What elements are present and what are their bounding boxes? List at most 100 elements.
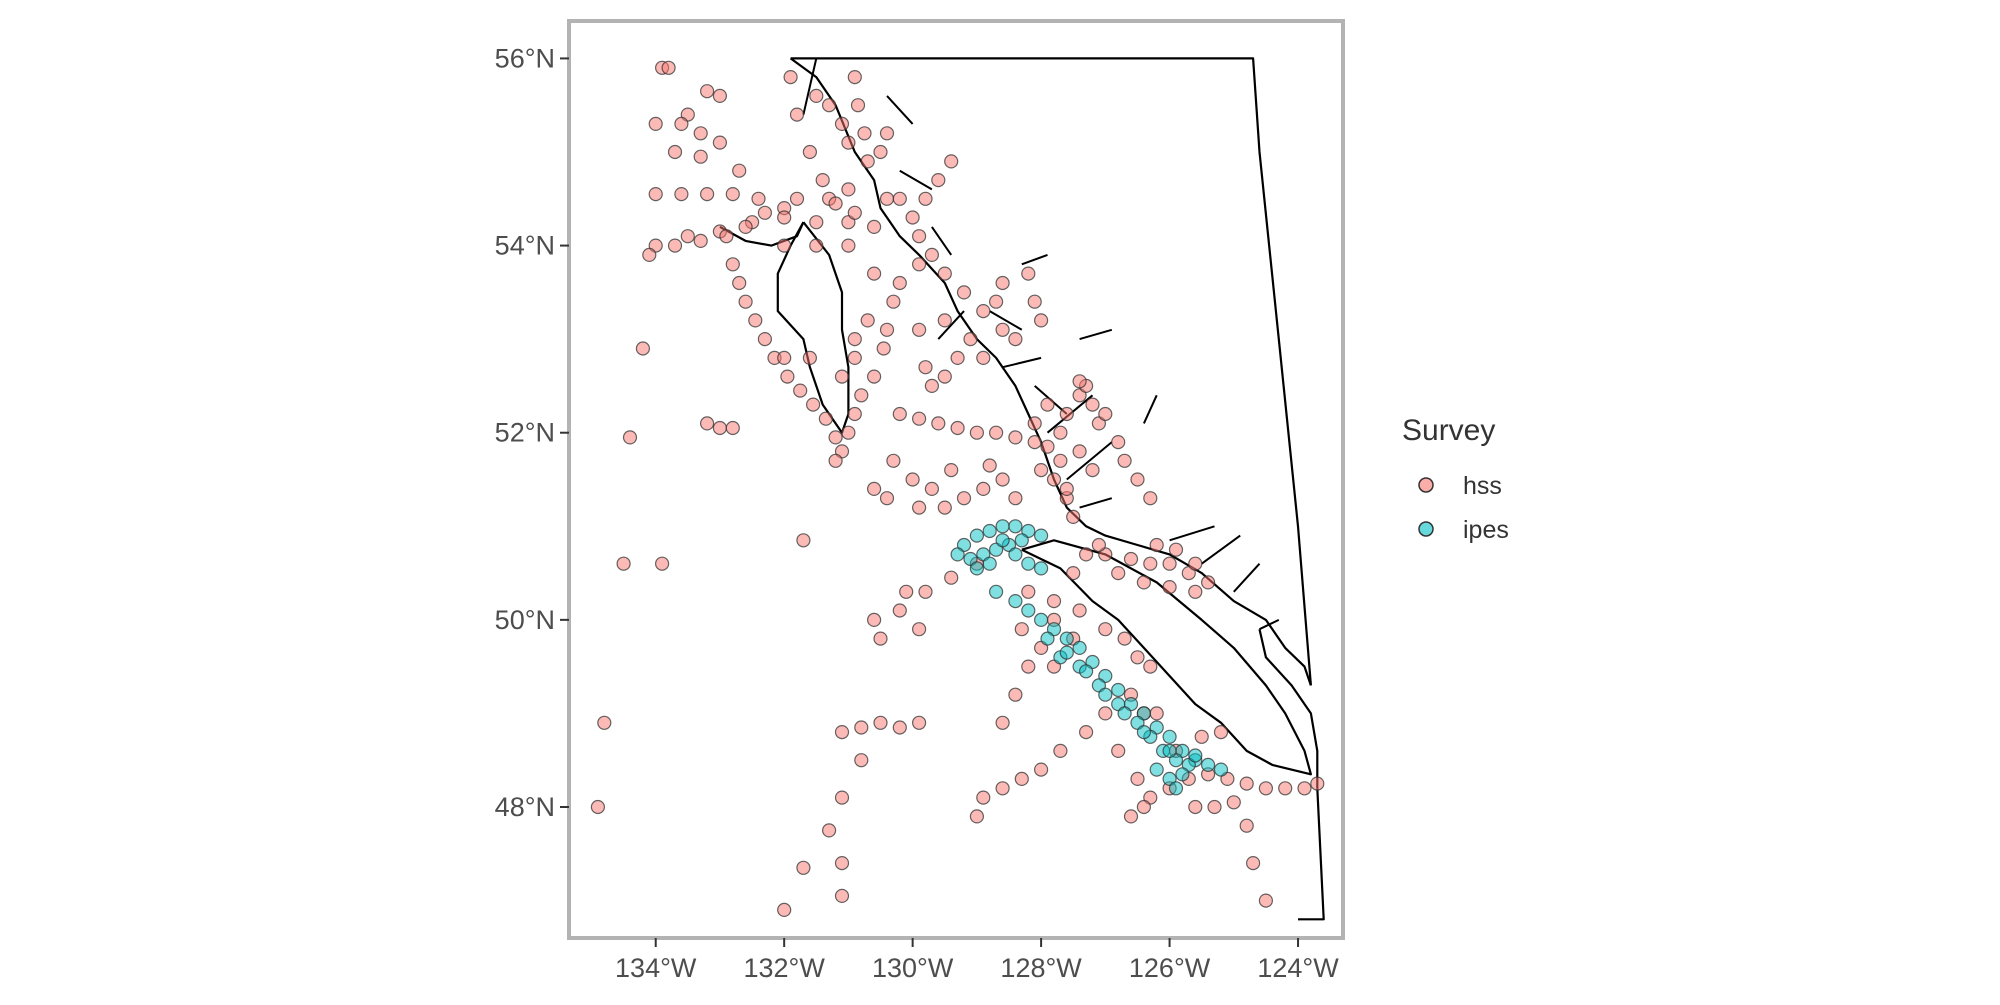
point-hss (1297, 781, 1312, 796)
point-hss (1040, 439, 1055, 454)
point-hss (879, 191, 895, 206)
point-hss (834, 855, 850, 871)
y-tick-label: 56°N (495, 43, 555, 73)
point-hss (1053, 453, 1068, 468)
point-hss (1021, 584, 1036, 599)
point-hss (1143, 659, 1158, 674)
legend-title: Survey (1402, 414, 1495, 447)
point-hss (1091, 537, 1107, 553)
point-hss (1085, 463, 1100, 478)
point-hss (847, 69, 862, 85)
coastline-inlet (1233, 563, 1261, 593)
point-hss (937, 266, 952, 281)
point-hss (950, 420, 965, 436)
point-hss (1239, 776, 1254, 791)
point-hss (976, 350, 991, 365)
point-hss (1027, 416, 1042, 431)
point-hss (648, 187, 663, 202)
point-ipes (982, 556, 997, 571)
point-hss (1053, 425, 1068, 440)
coastline-inlet (1142, 394, 1158, 424)
point-hss (693, 126, 708, 141)
point-hss (1123, 809, 1139, 824)
map-panel-border (567, 19, 1345, 940)
point-ipes (982, 523, 997, 539)
point-hss (725, 187, 740, 202)
point-hss (1027, 435, 1042, 450)
point-hss (805, 397, 821, 412)
x-tick-label: 126°W (1129, 953, 1211, 983)
point-hss (847, 332, 862, 347)
point-hss (1021, 659, 1036, 674)
point-hss (751, 191, 766, 206)
series-hss (590, 60, 1325, 918)
point-hss (1188, 556, 1203, 571)
point-hss (667, 144, 683, 160)
point-hss (777, 210, 792, 225)
point-hss (956, 285, 972, 300)
point-hss (712, 420, 728, 436)
point-hss (1033, 313, 1049, 328)
point-hss (1098, 622, 1113, 637)
point-hss (1188, 799, 1203, 815)
legend: Survey hss ipes (1402, 414, 1509, 544)
north-island-outline-b (719, 221, 805, 247)
point-hss (818, 411, 834, 426)
point-hss (886, 453, 901, 468)
point-ipes (988, 584, 1004, 599)
coastline-inlet (1002, 356, 1042, 369)
point-hss (757, 332, 773, 347)
coastline-inlet (937, 310, 965, 340)
point-ipes (1200, 757, 1216, 773)
point-hss (1046, 472, 1062, 487)
point-hss (1162, 579, 1177, 595)
point-hss (732, 275, 747, 291)
legend-key-ipes (1418, 521, 1434, 537)
point-hss (1278, 781, 1293, 796)
point-hss (712, 88, 728, 104)
x-tick-label: 130°W (872, 953, 954, 983)
point-hss (911, 322, 927, 337)
point-hss (860, 313, 875, 328)
point-hss (905, 210, 920, 225)
x-axis: 134°W 132°W 130°W 128°W 126°W 124°W (615, 938, 1339, 983)
point-hss (1033, 463, 1049, 478)
point-hss (1014, 771, 1029, 787)
point-hss (995, 472, 1010, 487)
point-hss (1130, 771, 1145, 787)
point-ipes (995, 519, 1010, 534)
point-hss (841, 425, 856, 440)
point-hss (892, 406, 907, 422)
point-hss (1162, 556, 1177, 571)
point-hss (866, 481, 882, 496)
point-hss (680, 229, 695, 244)
coastline-inlet (1259, 618, 1280, 631)
point-hss (873, 631, 888, 646)
point-hss (866, 266, 882, 281)
point-hss (661, 60, 676, 75)
point-hss (834, 369, 850, 384)
legend-key-hss (1418, 477, 1434, 493)
point-ipes (1021, 556, 1036, 571)
point-hss (725, 420, 740, 436)
point-hss (860, 154, 875, 169)
point-hss (950, 350, 965, 365)
point-ipes (1059, 645, 1074, 660)
point-hss (809, 88, 824, 104)
point-hss (674, 116, 689, 132)
point-ipes (1008, 547, 1023, 562)
point-ipes (1168, 781, 1184, 796)
x-tick-label: 134°W (615, 953, 697, 983)
point-hss (854, 388, 869, 403)
point-hss (854, 720, 869, 735)
point-ipes (1213, 762, 1229, 777)
point-hss (841, 182, 856, 197)
point-hss (1066, 509, 1081, 525)
point-hss (879, 491, 895, 506)
point-hss (1123, 551, 1139, 567)
point-hss (821, 823, 837, 838)
point-hss (1021, 266, 1036, 281)
point-hss (635, 341, 651, 356)
point-hss (911, 715, 927, 730)
point-hss (892, 603, 907, 618)
